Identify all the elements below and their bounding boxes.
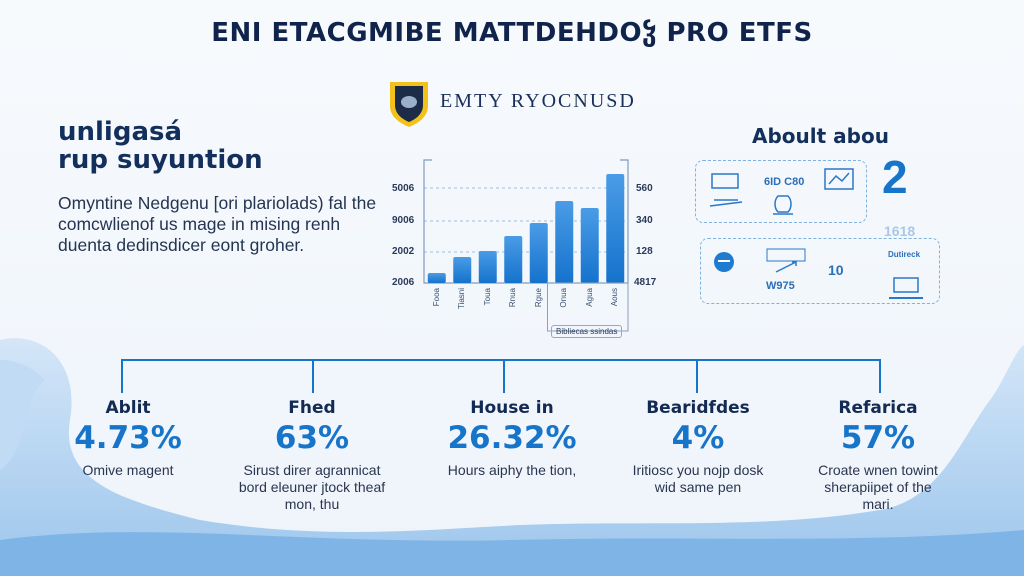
about-card-top [695, 160, 867, 223]
laptop-icon [889, 277, 923, 299]
bar [478, 251, 497, 283]
chart-caption: Bibliecas ssindas [551, 325, 623, 338]
intro-heading: unligasá rup suyuntion [58, 118, 263, 174]
monitor-icon [709, 173, 743, 207]
bar [504, 236, 523, 283]
right-tick: 128 [636, 246, 653, 257]
about-cell-value: 1618 [884, 223, 916, 239]
left-tick: 2006 [392, 277, 415, 288]
left-tick: 2002 [392, 246, 415, 257]
stat-heading: Bearidfdes [646, 398, 750, 418]
right-tick: 340 [636, 215, 653, 226]
axis-frame [423, 159, 629, 284]
stat-desc: Sirust direr agrannicat bord eleuner jto… [238, 462, 386, 512]
stat-heading: Refarica [838, 398, 918, 418]
stat-item: Refarica 57% Croate wnen towint sherapiipe… [778, 398, 978, 513]
stat-value: 4% [671, 420, 725, 456]
bar [555, 201, 574, 283]
heading-line-1: unligasá [58, 117, 183, 147]
right-tick: 4817 [634, 277, 657, 288]
about-title: Aboult abou [752, 124, 889, 148]
intro-paragraph: Omyntine Nedgenu [ori plariolads) fal th… [58, 193, 377, 255]
brand-name: EMTY RYOCNUSD [440, 90, 636, 112]
bar [427, 273, 446, 283]
highlight-box [547, 282, 629, 332]
heading-line-2: rup suyuntion [58, 145, 263, 175]
stat-value: 26.32% [447, 420, 577, 456]
stat-heading: Fhed [288, 398, 336, 418]
about-card-bottom [700, 238, 940, 304]
chart-frame-icon [824, 168, 854, 190]
lamp-icon [773, 195, 793, 215]
bar [453, 257, 472, 283]
about-cell-value: 6ID C80 [764, 176, 805, 188]
shield-logo-icon [390, 82, 428, 127]
about-big-number: 2 [882, 151, 908, 203]
stat-heading: Ablit [105, 398, 151, 418]
bar [606, 174, 625, 283]
about-cell-value: Dutireck [888, 250, 921, 259]
stat-heading: House in [470, 398, 554, 418]
stat-value: 4.73% [74, 420, 182, 456]
stat-value: 63% [274, 420, 350, 456]
bar [529, 223, 548, 283]
stat-desc: Omive magent [82, 462, 174, 478]
trend-arrow-icon [766, 248, 806, 273]
left-tick: 9006 [392, 215, 415, 226]
stat-item: House in 26.32% Hours aiphy the tion, [412, 398, 612, 479]
bar-chart [423, 159, 629, 332]
stat-item: Ablit 4.73% Omive magent [28, 398, 228, 479]
right-tick: 560 [636, 183, 653, 194]
about-cell-value: W975 [766, 280, 795, 292]
stat-item: Bearidfdes 4% Iritiosc you nojp dosk wid s… [598, 398, 798, 496]
stat-desc: Hours aiphy the tion, [447, 462, 577, 478]
about-cell-value: 10 [828, 262, 844, 278]
stat-desc: Croate wnen towint sherapiipet of the ma… [818, 462, 938, 512]
stat-value: 57% [840, 420, 916, 456]
page-title: ENI ETACGMIBE MATTDEHDOჴ PRO ETFS [211, 18, 813, 48]
bar [580, 208, 599, 283]
left-tick: 5006 [392, 183, 415, 194]
globe-icon [714, 252, 734, 272]
stat-desc: Iritiosc you nojp dosk wid same pen [632, 462, 764, 495]
stat-item: Fhed 63% Sirust direr agrannicat bord eleu… [212, 398, 412, 513]
